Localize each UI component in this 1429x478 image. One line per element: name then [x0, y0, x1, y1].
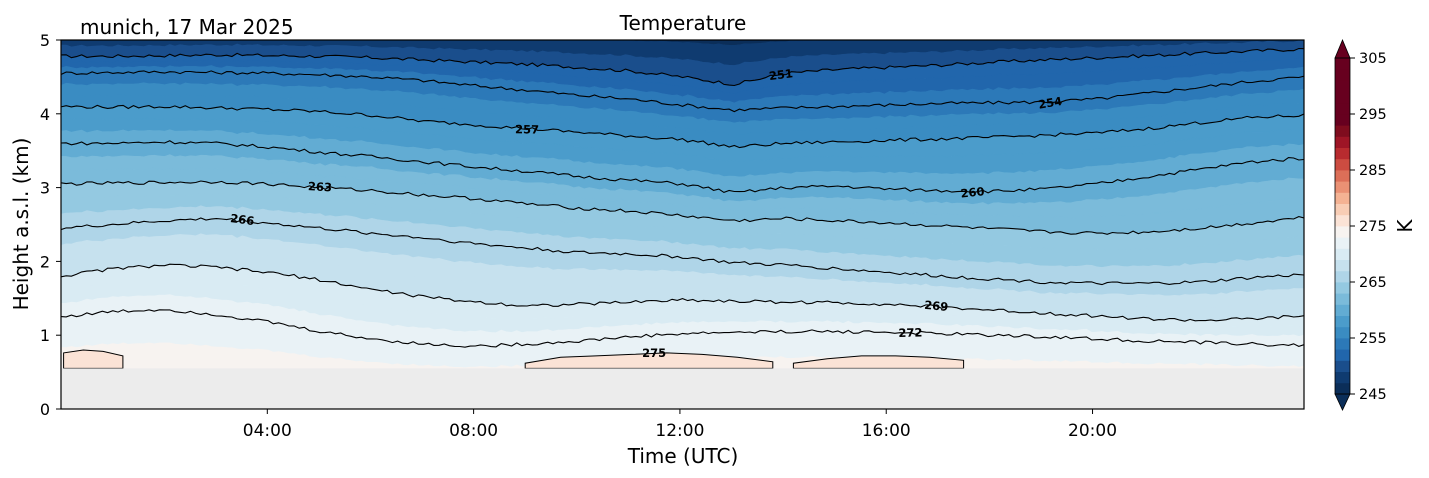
x-tick-label: 16:00 [862, 421, 911, 441]
colorbar-tick-label: 265 [1359, 275, 1387, 291]
isotherm-label-266: 266 [229, 211, 255, 228]
colorbar-swatch [1335, 69, 1350, 81]
colorbar-swatch [1335, 259, 1350, 272]
y-tick-label: 1 [40, 326, 50, 345]
y-tick-label: 4 [40, 105, 50, 124]
colorbar-swatch [1335, 382, 1350, 395]
colorbar-label: K [1393, 219, 1417, 233]
isotherm-lines [61, 47, 1304, 348]
y-tick-label: 5 [40, 31, 50, 50]
colorbar-tick-label: 255 [1359, 331, 1387, 347]
x-tick-label: 08:00 [449, 421, 498, 441]
no-data-region [61, 368, 1304, 409]
colorbar-extend-max [1334, 38, 1351, 59]
colorbar-swatch [1335, 170, 1350, 182]
colorbar-tick-label: 305 [1359, 51, 1387, 67]
colorbar-swatch [1335, 192, 1350, 204]
colorbar-swatch [1335, 181, 1350, 193]
colorbar-swatch [1335, 326, 1350, 339]
colorbar-swatch [1335, 282, 1350, 294]
colorbar-swatch [1335, 158, 1350, 171]
y-tick-label: 3 [40, 179, 50, 198]
y-axis-label: Height a.s.l. (km) [9, 138, 33, 311]
warm-patch-layer [63, 349, 965, 369]
colorbar-swatch [1335, 80, 1350, 92]
colorbar-tick-label: 285 [1359, 163, 1387, 179]
y-tick-label: 0 [40, 400, 50, 419]
colorbar-swatch [1335, 237, 1350, 249]
colorbar-swatch [1335, 304, 1350, 316]
colorbar-swatch [1335, 203, 1350, 216]
colorbar-tick-label: 295 [1359, 107, 1387, 123]
colorbar-swatch [1335, 136, 1350, 148]
chart-title: Temperature [619, 11, 747, 35]
colorbar-swatch [1335, 270, 1350, 283]
colorbar-tick-label: 275 [1359, 219, 1387, 235]
x-tick-label: 12:00 [655, 421, 704, 441]
isotherm-251 [61, 47, 1304, 87]
plot-frame [60, 39, 1305, 410]
colorbar-swatch [1335, 114, 1350, 126]
isotherm-label-272: 272 [898, 325, 922, 339]
colorbar-swatch [1335, 102, 1350, 115]
colorbar-swatch [1335, 91, 1350, 104]
location-date-label: munich, 17 Mar 2025 [80, 15, 294, 39]
isotherm-label-260: 260 [960, 184, 985, 200]
x-axis: 04:00 08:00 12:00 16:00 20:00 [243, 409, 1117, 441]
isotherm-269 [61, 263, 1304, 322]
isotherm-label-269: 269 [924, 298, 949, 314]
isotherm-label-263: 263 [308, 179, 333, 194]
colorbar-swatch [1335, 360, 1350, 372]
warm-patch-275 [792, 355, 965, 369]
colorbar-swatch [1335, 349, 1350, 361]
isotherm-label-251: 251 [768, 66, 794, 83]
isotherm-263 [61, 180, 1304, 235]
colorbar-swatch [1335, 338, 1350, 350]
warm-patch-275 [524, 352, 774, 369]
x-tick-label: 20:00 [1068, 421, 1117, 441]
isotherm-257 [61, 104, 1304, 149]
isotherm-266 [61, 217, 1304, 286]
isotherm-label-254: 254 [1037, 94, 1063, 112]
x-tick-label: 04:00 [243, 421, 292, 441]
colorbar-swatch [1335, 248, 1350, 260]
colorbar-swatch [1335, 315, 1350, 328]
colorbar-swatch [1335, 371, 1350, 384]
colorbar-extend-min [1334, 393, 1351, 411]
isotherm-272 [61, 309, 1304, 348]
y-tick-label: 2 [40, 252, 50, 271]
isotherm-254 [61, 70, 1304, 113]
isotherm-260 [61, 140, 1304, 194]
warm-patch-label: 275 [642, 346, 666, 360]
isotherm-label-257: 257 [515, 122, 539, 136]
colorbar-swatch [1335, 214, 1350, 227]
colorbar-swatch [1335, 293, 1350, 305]
colorbar-tick-label: 245 [1359, 387, 1387, 403]
y-axis: 0 1 2 3 4 5 [40, 31, 61, 419]
colorbar-swatch [1335, 125, 1350, 137]
colorbar-swatch [1335, 147, 1350, 160]
colorbar: 305 295 285 275 265 255 245 [1334, 38, 1387, 411]
colorbar-swatch [1335, 226, 1350, 238]
x-axis-label: Time (UTC) [627, 444, 739, 468]
colorbar-swatch [1335, 58, 1350, 70]
